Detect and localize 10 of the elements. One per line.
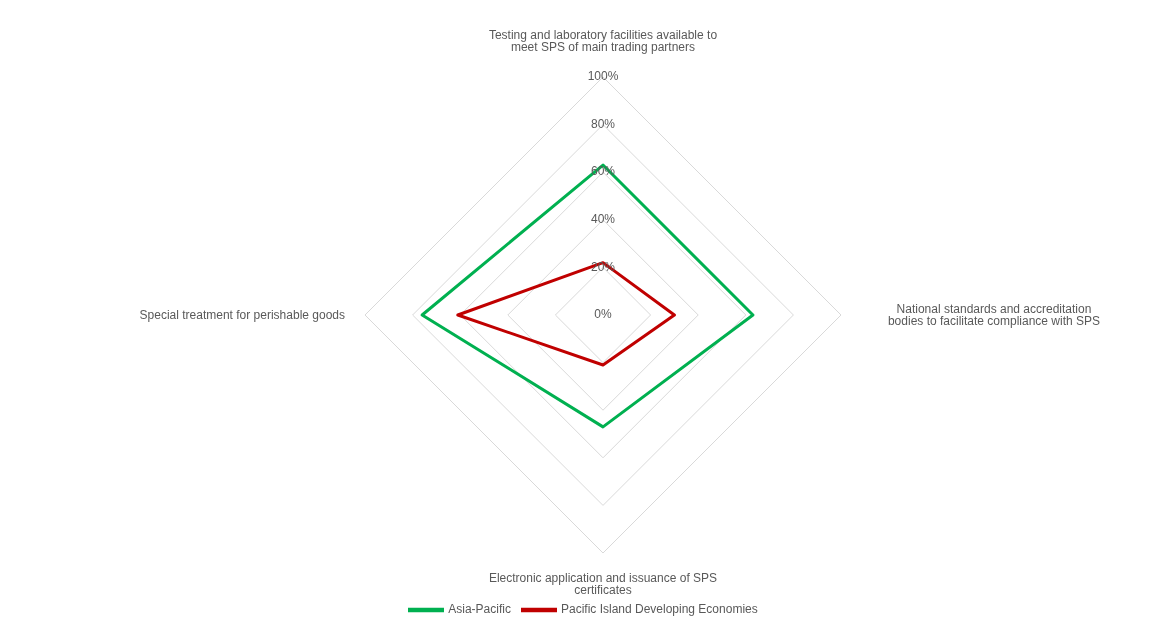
y-tick-label: 80% (590, 116, 616, 131)
spoke-label: National standards and accreditation bodies to facilitate compliance with SPS (887, 302, 1101, 329)
spoke-label: Special treatment for perishable goods (139, 308, 345, 323)
y-tick-label: 40% (590, 211, 616, 226)
legend-label: Pacific Island Developing Economies (560, 602, 758, 617)
legend-label: Asia-Pacific (448, 602, 511, 617)
spoke-label: Testing and laboratory facilities available to meet SPS of main trading partners (488, 28, 718, 54)
spoke-label: Electronic application and issuance of SPS certificates (488, 570, 718, 597)
y-tick-label: 0% (594, 307, 612, 322)
y-tick-label: 100% (587, 69, 619, 84)
